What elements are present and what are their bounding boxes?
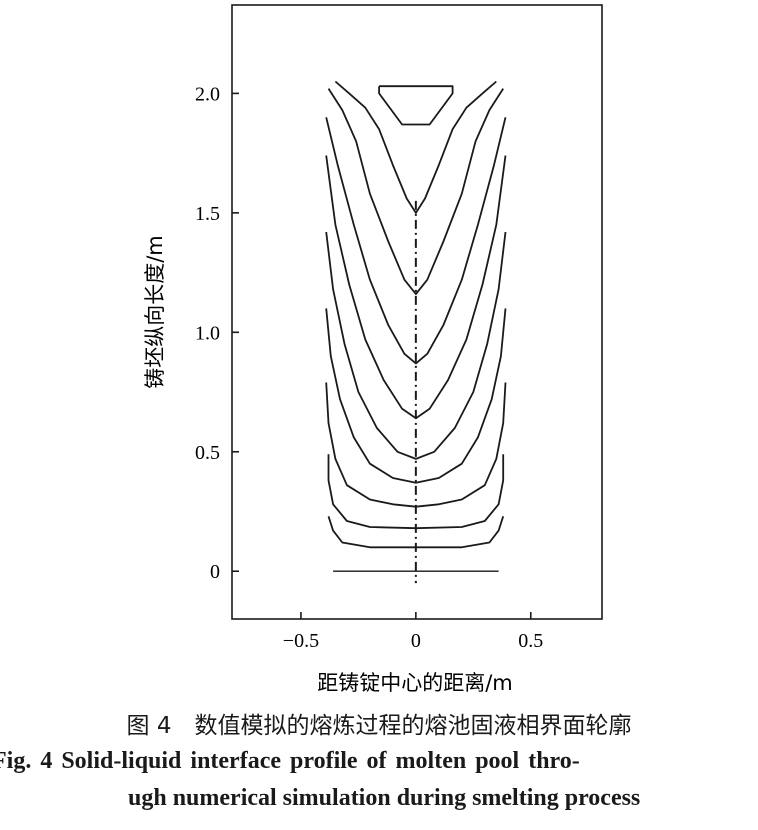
interface-contour-10 [378,85,454,126]
interface-contour-7 [325,117,507,365]
contour-chart: −0.5 0 0.5 0 0.5 1.0 1.5 2.0 距铸锭中心的距离/m 铸坯纵向长度/… [143,4,603,695]
interface-contour-8 [327,88,504,295]
plot-frame [231,4,603,620]
x-tick-label: 0 [411,630,421,652]
interface-contour-5 [325,231,507,460]
y-tick-label: 2.0 [195,83,220,105]
interface-contour-9 [334,80,497,214]
figure-caption-english-line2: ugh numerical simulation during smelting… [128,785,641,811]
figure-caption-english-line1: Fig. 4 Solid-liquid interface profile of… [0,748,580,774]
y-tick-label: 1.5 [195,203,220,225]
interface-contour-4 [325,308,507,484]
y-tick-label: 0.5 [195,442,220,464]
y-tick-label: 1.0 [195,322,220,344]
figure-caption-chinese: 图 4 数值模拟的熔炼过程的熔池固液相界面轮廓 [126,713,632,739]
x-tick-label: 0.5 [518,630,543,652]
x-axis-label: 距铸锭中心的距离/m [317,671,513,695]
y-tick-label: 0 [210,561,220,583]
y-axis-label: 铸坯纵向长度/m [143,235,167,389]
x-tick-label: −0.5 [283,630,319,652]
